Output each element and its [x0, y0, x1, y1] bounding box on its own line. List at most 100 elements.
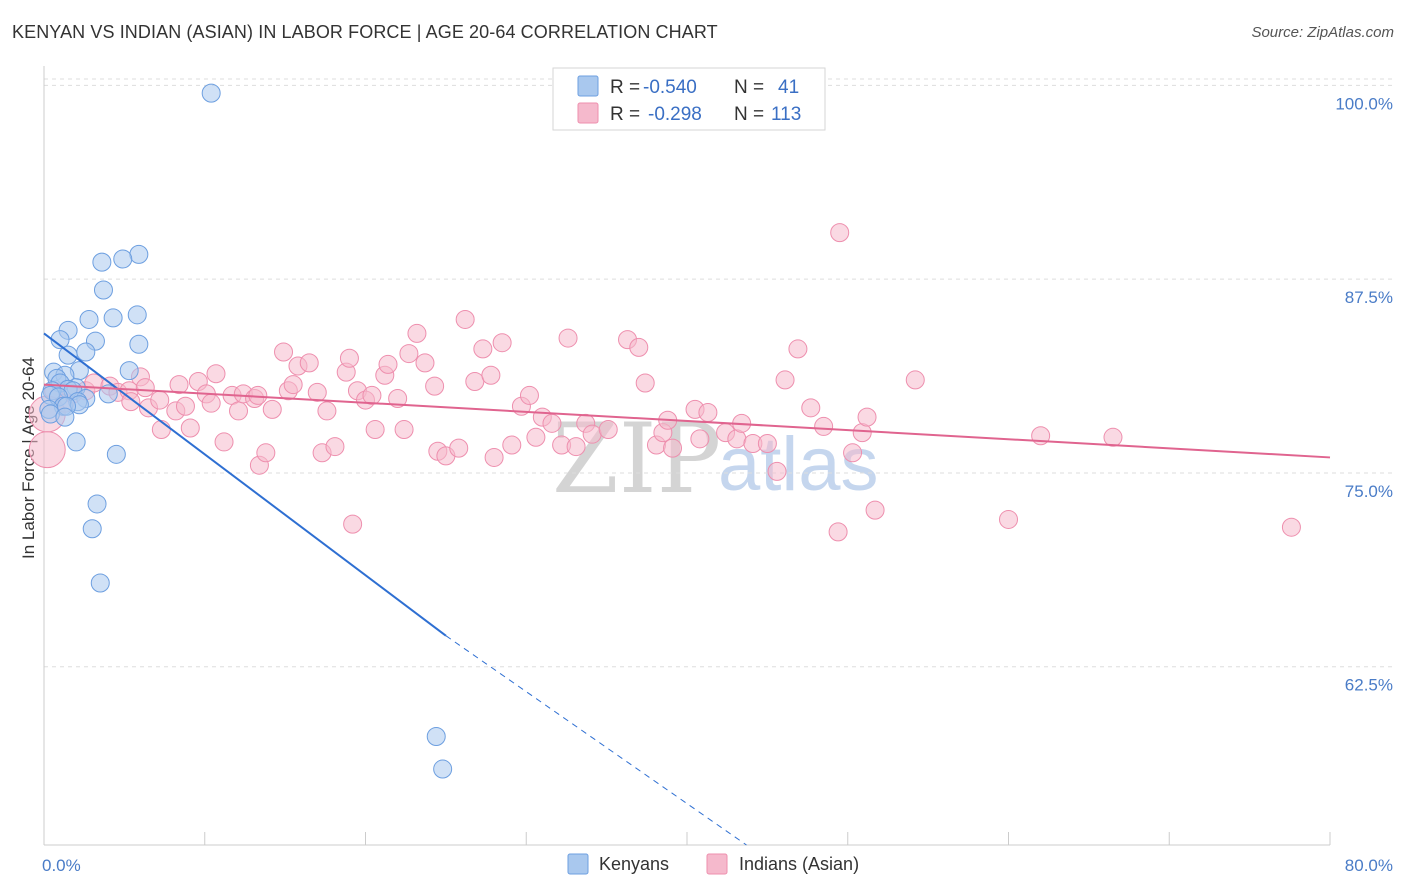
legend-r-label-kenyan: R = [610, 77, 640, 98]
indian-point-19 [180, 418, 200, 438]
kenyan-point-38 [82, 519, 102, 539]
kenyan-trend-line [43, 332, 447, 637]
indian-point-87 [698, 402, 718, 422]
indian-point-15 [151, 420, 171, 440]
legend-r-value-indian: -0.298 [648, 104, 702, 125]
indian-point-40 [317, 401, 337, 421]
indian-point-108 [1281, 517, 1301, 537]
kenyan-point-1 [129, 244, 149, 264]
indian-point-14 [150, 390, 170, 410]
bottom-legend-label-indian: Indians (Asian) [739, 854, 859, 874]
kenyan-point-4 [93, 280, 113, 300]
kenyan-point-5 [103, 308, 123, 328]
indian-point-105 [999, 509, 1018, 529]
kenyan-point-14 [119, 361, 139, 381]
indian-point-31 [256, 443, 276, 463]
indian-point-32 [262, 399, 282, 419]
legend-n-value-indian: 113 [771, 104, 801, 125]
bottom-legend-swatch-kenyan [567, 853, 589, 875]
indian-point-18 [175, 396, 195, 416]
indian-point-66 [502, 435, 522, 455]
indian-point-59 [449, 438, 469, 458]
indian-point-98 [828, 522, 848, 542]
indian-point-60 [455, 309, 475, 329]
indian-point-50 [378, 354, 398, 374]
indian-point-107 [1103, 427, 1123, 447]
indian-point-94 [775, 370, 795, 390]
indian-point-103 [865, 500, 885, 520]
x-axis-ticks [43, 832, 1331, 845]
indian-point-71 [542, 413, 562, 433]
indian-point-17 [169, 375, 189, 395]
x-tick-labels: 0.0% 80.0% [42, 856, 1393, 875]
indian-point-79 [629, 337, 649, 357]
bottom-legend: Kenyans Indians (Asian) [567, 853, 859, 875]
indian-point-93 [767, 461, 787, 481]
bottom-legend-label-kenyan: Kenyans [599, 854, 669, 874]
indian-point-10 [121, 392, 141, 412]
kenyan-point-7 [79, 309, 99, 329]
kenyan-point-36 [106, 444, 126, 464]
indian-point-95 [788, 339, 808, 359]
legend: R = -0.540 N = 41 R = -0.298 N = 113 [552, 67, 826, 131]
indian-point-100 [843, 443, 863, 463]
legend-n-label-kenyan: N = [734, 77, 764, 98]
indian-point-24 [214, 432, 234, 452]
indian-point-23 [206, 364, 226, 384]
y-tick-label-1: 87.5% [1345, 288, 1393, 307]
kenyan-point-35 [66, 432, 86, 452]
legend-r-value-kenyan: -0.540 [643, 77, 697, 98]
kenyan-point-0 [201, 83, 221, 103]
indian-point-92 [757, 433, 777, 453]
indian-point-80 [635, 373, 655, 393]
indian-point-41 [325, 437, 345, 457]
indian-point-51 [388, 389, 408, 409]
indian-point-102 [857, 407, 877, 427]
kenyan-point-39 [90, 573, 110, 593]
indian-point-69 [526, 427, 546, 447]
indian-point-73 [558, 328, 578, 348]
indian-point-99 [830, 223, 850, 243]
indian-point-26 [229, 401, 249, 421]
kenyan-point-40 [426, 726, 446, 746]
kenyan-point-6 [127, 305, 147, 325]
indian-point-12 [135, 378, 155, 398]
indian-point-53 [399, 344, 419, 364]
indian-point-77 [598, 420, 618, 440]
indian-point-74 [566, 437, 586, 457]
x-tick-label-1: 80.0% [1345, 856, 1393, 875]
indian-point-1 [28, 431, 66, 469]
indian-point-37 [299, 353, 319, 373]
indian-point-84 [663, 438, 683, 458]
x-tick-label-0: 0.0% [42, 856, 81, 875]
y-tick-label-3: 62.5% [1345, 676, 1393, 695]
indian-point-63 [481, 365, 501, 385]
indian-point-64 [484, 447, 504, 467]
y-tick-labels: 100.0% 87.5% 75.0% 62.5% [1335, 94, 1393, 694]
indian-point-97 [814, 416, 834, 436]
kenyan-point-41 [433, 759, 453, 779]
indian-point-54 [407, 323, 427, 343]
legend-r-label-indian: R = [610, 104, 640, 125]
indian-point-56 [425, 376, 445, 396]
indian-point-38 [307, 382, 327, 402]
gridlines [44, 78, 1392, 668]
indian-point-47 [362, 385, 382, 405]
trend-lines [43, 332, 1331, 846]
legend-swatch-indian [577, 102, 599, 124]
y-tick-label-0: 100.0% [1335, 94, 1393, 113]
indian-point-65 [492, 333, 512, 353]
bottom-legend-swatch-indian [706, 853, 728, 875]
indian-point-104 [905, 370, 925, 390]
kenyan-point-2 [113, 249, 133, 269]
indian-point-76 [582, 424, 602, 444]
legend-n-value-kenyan: 41 [778, 77, 799, 98]
kenyan-point-13 [58, 345, 78, 365]
indian-point-86 [690, 429, 710, 449]
legend-swatch-kenyan [577, 75, 599, 97]
indian-point-52 [394, 420, 414, 440]
kenyan-point-37 [87, 494, 107, 514]
indian-point-68 [519, 385, 539, 405]
kenyan-point-3 [92, 252, 112, 272]
